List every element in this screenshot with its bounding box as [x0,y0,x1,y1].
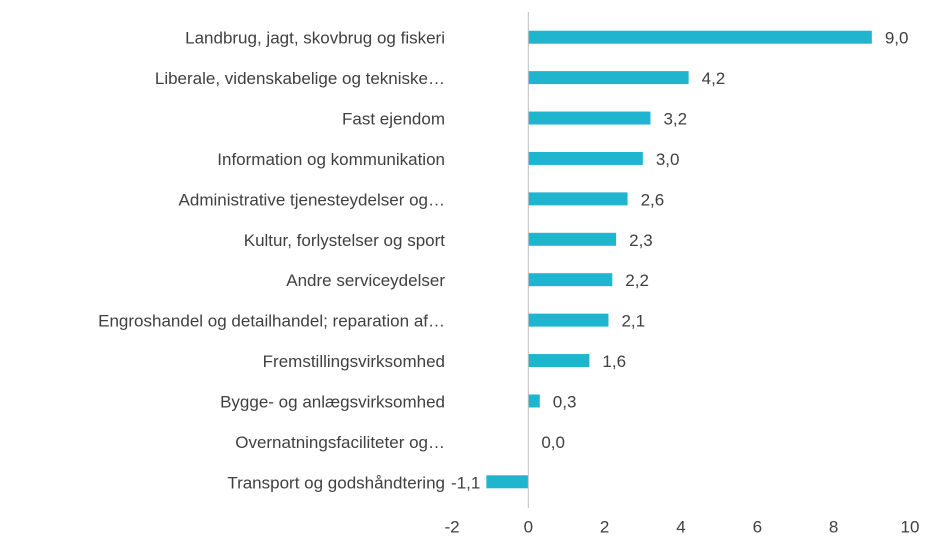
y-tick-label: Landbrug, jagt, skovbrug og fiskeri [185,29,445,48]
value-label: 1,6 [602,352,626,371]
y-tick-label: Kultur, forlystelser og sport [244,231,446,250]
y-tick-label: Transport og godshåndtering [227,473,445,492]
bar [528,354,590,368]
y-tick-label: Bygge- og anlægsvirksomhed [220,392,445,411]
value-label: 0,3 [553,392,577,411]
y-tick-label: Fremstillingsvirksomhed [263,352,445,371]
bar [528,313,609,327]
x-tick-label: 10 [901,517,920,536]
y-tick-label: Administrative tjenesteydelser og… [179,190,445,209]
bar [528,273,613,287]
bar [486,475,529,489]
bar [528,192,628,206]
x-tick-label: 4 [676,517,685,536]
x-tick-label: 8 [829,517,838,536]
value-label: 2,1 [621,312,645,331]
value-label: 9,0 [885,29,909,48]
y-tick-label: Information og kommunikation [217,150,445,169]
value-label: 2,2 [625,271,649,290]
y-tick-label: Fast ejendom [342,110,445,129]
bar [528,30,872,44]
bar [528,71,689,85]
bar [528,232,617,246]
x-tick-label: -2 [444,517,459,536]
x-tick-label: 0 [524,517,533,536]
bar [528,394,540,408]
x-tick-label: 2 [600,517,609,536]
value-label: 4,2 [702,69,726,88]
bar [528,111,651,125]
y-tick-label: Liberale, videnskabelige og tekniske… [155,69,445,88]
value-label: -1,1 [451,473,480,492]
value-label: 3,2 [663,110,687,129]
bar [528,151,643,165]
value-label: 0,0 [541,433,565,452]
y-tick-label: Engroshandel og detailhandel; reparation… [98,312,445,331]
x-tick-label: 6 [753,517,762,536]
value-label: 2,3 [629,231,653,250]
value-label: 3,0 [656,150,680,169]
value-label: 2,6 [641,190,665,209]
y-tick-label: Andre serviceydelser [286,271,445,290]
y-tick-label: Overnatningsfaciliteter og… [235,433,445,452]
